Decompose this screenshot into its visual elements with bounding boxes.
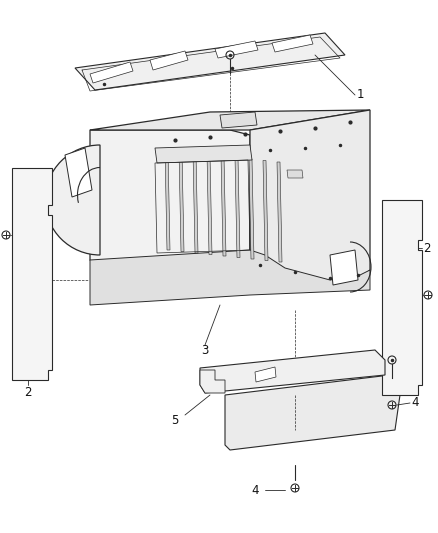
Polygon shape: [220, 112, 257, 128]
Polygon shape: [207, 155, 212, 254]
Polygon shape: [17, 310, 45, 332]
Text: 1: 1: [356, 88, 364, 101]
Polygon shape: [250, 110, 370, 290]
Polygon shape: [200, 350, 385, 393]
Polygon shape: [330, 250, 358, 285]
Polygon shape: [215, 41, 258, 58]
Polygon shape: [90, 110, 370, 130]
Polygon shape: [225, 375, 400, 450]
Polygon shape: [287, 170, 303, 178]
Polygon shape: [235, 157, 240, 257]
Polygon shape: [17, 245, 45, 267]
Text: 2: 2: [24, 385, 32, 399]
Polygon shape: [387, 325, 415, 347]
Polygon shape: [263, 160, 268, 261]
Polygon shape: [65, 148, 92, 197]
Polygon shape: [17, 350, 42, 368]
Polygon shape: [277, 162, 282, 262]
Text: 4: 4: [251, 483, 259, 497]
Polygon shape: [255, 367, 276, 382]
Polygon shape: [155, 145, 252, 163]
Polygon shape: [387, 270, 415, 292]
Polygon shape: [387, 215, 415, 237]
Wedge shape: [45, 145, 100, 255]
Polygon shape: [165, 150, 170, 250]
Polygon shape: [387, 360, 412, 378]
Polygon shape: [179, 151, 184, 252]
Polygon shape: [75, 33, 345, 90]
Polygon shape: [382, 200, 422, 395]
Polygon shape: [249, 159, 254, 259]
Polygon shape: [200, 370, 225, 393]
Text: 2: 2: [423, 241, 431, 254]
Polygon shape: [272, 35, 313, 52]
Polygon shape: [90, 250, 370, 305]
Polygon shape: [221, 156, 226, 256]
Text: 3: 3: [201, 343, 208, 357]
Polygon shape: [12, 168, 52, 380]
Polygon shape: [150, 51, 188, 70]
Text: 4: 4: [411, 397, 419, 409]
Polygon shape: [90, 130, 250, 285]
Polygon shape: [17, 185, 45, 207]
Polygon shape: [90, 62, 133, 83]
Polygon shape: [193, 153, 198, 253]
Text: 5: 5: [171, 414, 179, 426]
